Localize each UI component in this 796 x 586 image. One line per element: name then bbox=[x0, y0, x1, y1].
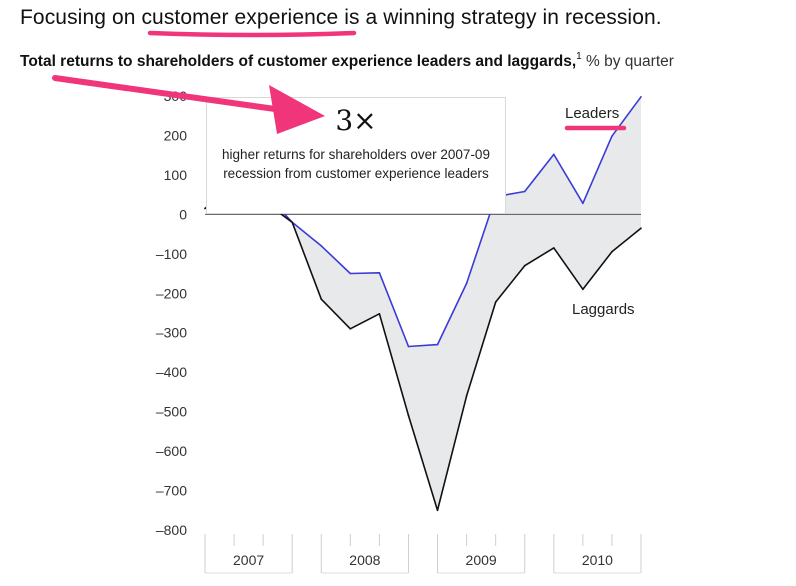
laggards-point bbox=[407, 414, 410, 417]
y-tick-label: –300 bbox=[156, 325, 187, 341]
y-tick-label: –800 bbox=[156, 522, 187, 538]
gap-fill bbox=[205, 96, 641, 511]
laggards-point bbox=[320, 298, 323, 300]
laggards-point bbox=[204, 207, 206, 210]
laggards-point bbox=[553, 247, 555, 249]
year-label: 2007 bbox=[233, 552, 264, 568]
gap-area bbox=[205, 96, 641, 511]
leaders-point bbox=[640, 95, 642, 98]
laggards-point bbox=[523, 264, 526, 267]
laggards-point bbox=[291, 221, 294, 224]
subtitle-bold: Total returns to shareholders of custome… bbox=[20, 53, 577, 71]
laggards-point bbox=[436, 509, 439, 512]
leaders-point bbox=[378, 271, 381, 274]
leaders-point bbox=[465, 282, 468, 285]
laggards-point bbox=[465, 395, 468, 397]
leaders-point bbox=[349, 272, 352, 275]
leaders-point bbox=[611, 135, 613, 138]
callout-multiplier: 3× bbox=[335, 104, 377, 137]
laggards-point bbox=[494, 301, 497, 303]
y-axis: 300 200 100 0 –100 –200 –300 –400 –500 –600 –700 –8… bbox=[156, 88, 187, 538]
callout-text: higher returns for shareholders over 200… bbox=[222, 147, 490, 181]
leaders-point bbox=[553, 153, 555, 156]
leaders-point bbox=[320, 245, 323, 247]
y-tick-label: –100 bbox=[156, 246, 187, 262]
y-tick-label: –700 bbox=[156, 483, 187, 499]
leaders-point bbox=[582, 202, 584, 205]
headline-after: is a winning strategy in recession. bbox=[338, 6, 662, 29]
y-tick-label: –400 bbox=[156, 364, 187, 380]
year-label: 2009 bbox=[466, 552, 497, 568]
x-axis: 2007 2008 2009 2010 bbox=[204, 534, 642, 574]
laggards-point bbox=[378, 312, 381, 315]
headline: Focusing on customer experience is a win… bbox=[20, 6, 662, 30]
year-label: 2010 bbox=[582, 552, 613, 568]
y-tick-label: 100 bbox=[164, 167, 188, 183]
y-tick-label: 300 bbox=[164, 88, 188, 104]
year-label: 2008 bbox=[349, 552, 380, 568]
laggards-point bbox=[611, 251, 613, 253]
subtitle-footnote: 1 bbox=[576, 51, 582, 62]
callout-box: 3× higher returns for shareholders over … bbox=[206, 97, 506, 214]
leaders-point bbox=[436, 343, 439, 346]
y-tick-label: –600 bbox=[156, 443, 187, 459]
laggards-point bbox=[349, 327, 352, 330]
y-tick-label: –200 bbox=[156, 285, 187, 301]
headline-highlight: customer experience bbox=[141, 6, 339, 29]
leaders-point bbox=[407, 345, 410, 348]
headline-before: Focusing on bbox=[20, 6, 142, 29]
subtitle-unit: % by quarter bbox=[581, 53, 674, 71]
laggards-label: Laggards bbox=[572, 301, 635, 318]
y-tick-label: –500 bbox=[156, 404, 187, 420]
chart-subtitle: Total returns to shareholders of custome… bbox=[20, 51, 674, 71]
leaders-label: Leaders bbox=[565, 105, 619, 122]
y-tick-label: 0 bbox=[179, 206, 187, 222]
laggards-point bbox=[582, 288, 584, 291]
laggards-point bbox=[640, 227, 642, 229]
leaders-point bbox=[523, 190, 526, 193]
y-tick-label: 200 bbox=[164, 127, 188, 143]
